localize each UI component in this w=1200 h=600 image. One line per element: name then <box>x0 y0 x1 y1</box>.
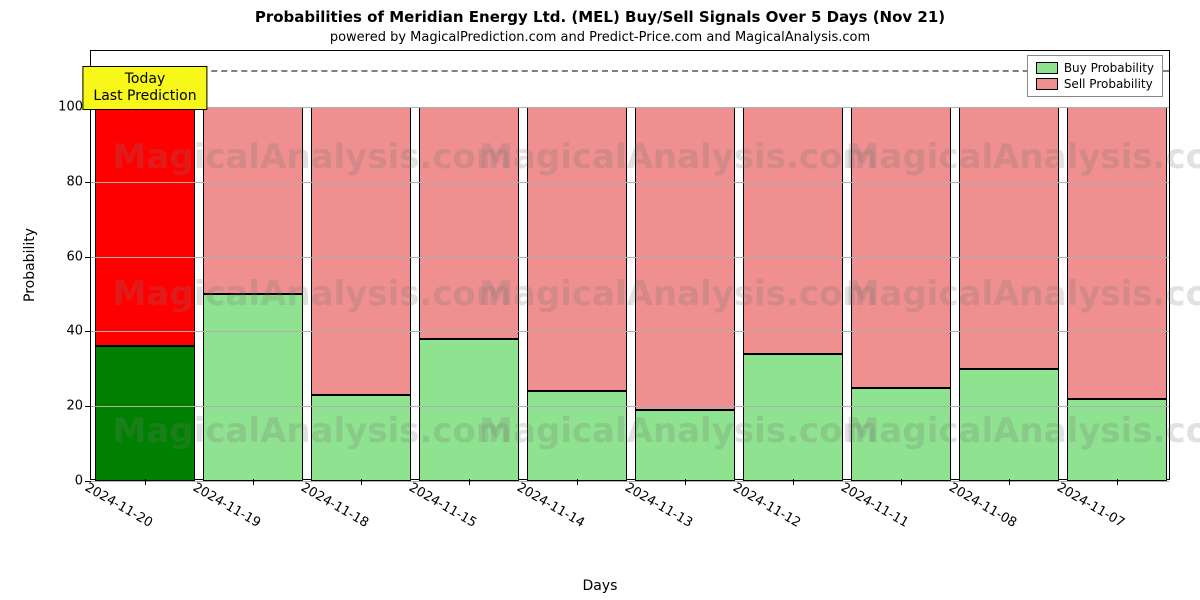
bars-layer <box>91 51 1169 479</box>
xtick-mark <box>361 479 362 485</box>
legend-swatch <box>1036 78 1058 90</box>
ytick-label: 60 <box>66 249 83 264</box>
sell-bar <box>95 107 194 346</box>
sell-bar <box>311 107 410 395</box>
ytick-label: 40 <box>66 324 83 339</box>
legend: Buy Probability Sell Probability <box>1027 55 1163 97</box>
y-axis-label: Probability <box>22 228 38 302</box>
buy-bar <box>419 339 518 481</box>
chart-container: Probabilities of Meridian Energy Ltd. (M… <box>0 0 1200 600</box>
xtick-label: 2024-11-12 <box>730 480 803 531</box>
xtick-mark <box>469 479 470 485</box>
ytick-mark <box>85 257 91 258</box>
sell-bar <box>743 107 842 354</box>
xtick-mark <box>1117 479 1118 485</box>
bar-slot <box>203 51 302 479</box>
today-annotation: Today Last Prediction <box>82 66 207 110</box>
sell-bar <box>203 107 302 294</box>
xtick-label: 2024-11-20 <box>82 480 155 531</box>
xtick-label: 2024-11-18 <box>298 480 371 531</box>
sell-bar <box>1067 107 1166 399</box>
sell-bar <box>527 107 626 391</box>
legend-item: Sell Probability <box>1036 76 1154 92</box>
bar-slot <box>95 51 194 479</box>
legend-swatch <box>1036 62 1058 74</box>
grid-line <box>91 182 1169 183</box>
grid-line <box>91 331 1169 332</box>
buy-bar <box>95 346 194 481</box>
xtick-mark <box>793 479 794 485</box>
sell-bar <box>635 107 734 410</box>
legend-item: Buy Probability <box>1036 60 1154 76</box>
x-axis-label: Days <box>0 578 1200 594</box>
grid-line <box>91 257 1169 258</box>
xtick-mark <box>253 479 254 485</box>
grid-line <box>91 107 1169 108</box>
xtick-mark <box>901 479 902 485</box>
sell-bar <box>959 107 1058 369</box>
buy-bar <box>1067 399 1166 481</box>
reference-line <box>91 70 1169 72</box>
xtick-label: 2024-11-08 <box>946 480 1019 531</box>
grid-line <box>91 406 1169 407</box>
xtick-label: 2024-11-15 <box>406 480 479 531</box>
sell-bar <box>419 107 518 339</box>
annotation-line1: Today <box>93 71 196 88</box>
ytick-label: 20 <box>66 399 83 414</box>
chart-title: Probabilities of Meridian Energy Ltd. (M… <box>0 8 1200 26</box>
xtick-label: 2024-11-13 <box>622 480 695 531</box>
legend-label: Buy Probability <box>1064 61 1154 75</box>
chart-subtitle: powered by MagicalPrediction.com and Pre… <box>0 30 1200 45</box>
bar-slot <box>851 51 950 479</box>
buy-bar <box>203 294 302 481</box>
ytick-mark <box>85 182 91 183</box>
bar-slot <box>635 51 734 479</box>
bar-slot <box>311 51 410 479</box>
buy-bar <box>527 391 626 481</box>
xtick-mark <box>1009 479 1010 485</box>
ytick-mark <box>85 331 91 332</box>
xtick-label: 2024-11-19 <box>190 480 263 531</box>
bar-slot <box>743 51 842 479</box>
xtick-label: 2024-11-07 <box>1054 480 1127 531</box>
bar-slot <box>527 51 626 479</box>
bar-slot <box>959 51 1058 479</box>
ytick-label: 100 <box>58 100 83 115</box>
xtick-label: 2024-11-11 <box>838 480 911 531</box>
buy-bar <box>743 354 842 481</box>
sell-bar <box>851 107 950 387</box>
buy-bar <box>311 395 410 481</box>
xtick-mark <box>685 479 686 485</box>
legend-label: Sell Probability <box>1064 77 1153 91</box>
buy-bar <box>851 388 950 481</box>
bar-slot <box>419 51 518 479</box>
annotation-line2: Last Prediction <box>93 88 196 105</box>
ytick-label: 80 <box>66 174 83 189</box>
xtick-mark <box>577 479 578 485</box>
buy-bar <box>635 410 734 481</box>
xtick-label: 2024-11-14 <box>514 480 587 531</box>
ytick-label: 0 <box>75 474 83 489</box>
buy-bar <box>959 369 1058 481</box>
plot-area: 020406080100 MagicalAnalysis.comMagicalA… <box>90 50 1170 480</box>
ytick-mark <box>85 406 91 407</box>
xtick-mark <box>145 479 146 485</box>
bar-slot <box>1067 51 1166 479</box>
